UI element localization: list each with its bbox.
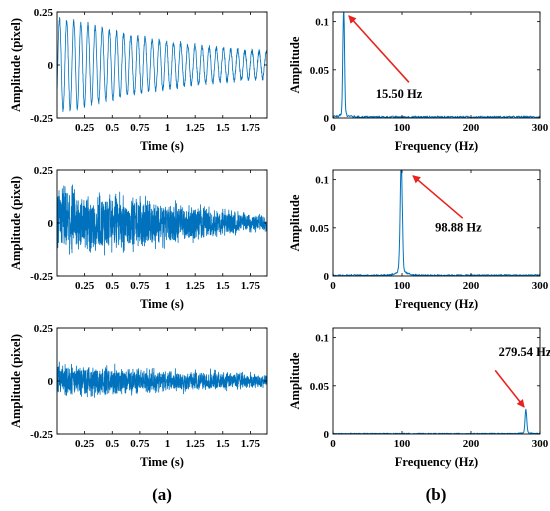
y-tick-label: 0 [324,429,330,441]
x-tick-label: 0.75 [130,280,150,292]
x-tick-label: 0 [330,438,336,450]
x-tick-label: 0.25 [75,280,95,292]
x-tick-label: 1.75 [241,438,261,450]
y-tick-label: -0.25 [30,429,53,441]
y-tick-label: -0.25 [30,271,53,283]
x-tick-label: 300 [532,438,549,450]
x-tick-label: 1 [165,438,171,450]
peak-frequency-label: 279.54 Hz [499,345,550,359]
x-axis-title: Time (s) [140,455,184,469]
x-tick-label: 1.25 [186,438,206,450]
y-tick-label: 0 [324,113,330,125]
x-tick-label: 0.5 [105,280,119,292]
y-tick-label: 0.05 [310,223,330,235]
y-tick-label: 0.05 [310,65,330,77]
series-line [57,361,267,398]
x-tick-label: 0.75 [130,122,150,134]
y-axis-title: Amplitude [288,194,302,251]
peak-arrow [348,15,410,83]
x-tick-label: 1 [165,280,171,292]
chart-panel-fft1: 0 100 200 300 0 0.05 0.1 Frequency (Hz) Amplitud… [288,11,549,153]
series-line [333,12,540,118]
x-tick-label: 0 [330,122,336,134]
x-tick-label: 1.5 [216,438,230,450]
x-tick-label: 0.25 [75,438,95,450]
y-tick-label: 0.1 [315,175,329,187]
series-line [57,184,267,256]
panel-label-a: (a) [152,485,172,504]
x-tick-label: 1.75 [241,280,261,292]
x-tick-label: 200 [463,280,480,292]
x-tick-label: 0 [330,280,336,292]
y-tick-label: 0 [48,376,54,388]
x-tick-label: 1.25 [186,280,206,292]
y-tick-label: 0 [48,218,54,230]
chart-panel-fft2: 0 100 200 300 0 0.05 0.1 Frequency (Hz) Amplitud… [288,169,549,311]
x-tick-label: 200 [463,438,480,450]
x-axis-title: Frequency (Hz) [395,139,478,153]
x-tick-label: 1.5 [216,280,230,292]
peak-arrow [412,175,464,219]
y-axis-title: Amplitude (pixel) [9,18,23,112]
y-tick-label: 0.25 [34,323,54,335]
series-line [333,408,540,434]
x-axis-title: Frequency (Hz) [395,297,478,311]
x-tick-label: 0.5 [105,122,119,134]
x-tick-label: 0.5 [105,438,119,450]
x-tick-label: 1.5 [216,122,230,134]
peak-arrow [494,369,525,408]
x-tick-label: 100 [394,122,411,134]
peak-frequency-label: 98.88 Hz [435,221,482,235]
x-tick-label: 1.25 [186,122,206,134]
chart-panel-fft3: 0 100 200 300 0 0.05 0.1 Frequency (Hz) Amplitud… [288,327,550,469]
chart-panel-time3: 0.25 0.5 0.75 1 1.25 1.5 1.75 -0.25 0 0.25 Time (s… [9,323,268,469]
y-tick-label: 0.1 [315,17,329,29]
x-axis-title: Time (s) [140,139,184,153]
y-axis-title: Amplitude (pixel) [9,334,23,428]
x-tick-label: 100 [394,438,411,450]
y-axis-title: Amplitude (pixel) [9,176,23,270]
y-tick-label: 0.25 [34,7,54,19]
y-axis-title: Amplitude [288,36,302,93]
y-tick-label: 0 [48,60,54,72]
y-tick-label: 0.1 [315,333,329,345]
y-tick-label: 0.05 [310,381,330,393]
peak-frequency-label: 15.50 Hz [376,87,423,101]
x-tick-label: 0.25 [75,122,95,134]
x-tick-label: 0.75 [130,438,150,450]
y-axis-title: Amplitude [288,352,302,409]
chart-panel-time2: 0.25 0.5 0.75 1 1.25 1.5 1.75 -0.25 0 0.25 Time (s… [9,165,268,311]
axes-box [332,327,541,435]
axes-box [332,169,541,277]
x-tick-label: 300 [532,122,549,134]
chart-panel-time1: 0.25 0.5 0.75 1 1.25 1.5 1.75 -0.25 0 0.25 Time (s… [9,7,268,153]
x-tick-label: 300 [532,280,549,292]
x-tick-label: 1 [165,122,171,134]
x-axis-title: Frequency (Hz) [395,455,478,469]
x-tick-label: 200 [463,122,480,134]
series-line [57,17,267,112]
x-tick-label: 100 [394,280,411,292]
panel-label-b: (b) [426,485,447,504]
y-tick-label: -0.25 [30,113,53,125]
x-tick-label: 1.75 [241,122,261,134]
y-tick-label: 0.25 [34,165,54,177]
x-axis-title: Time (s) [140,297,184,311]
y-tick-label: 0 [324,271,330,283]
axes-box [332,11,541,119]
